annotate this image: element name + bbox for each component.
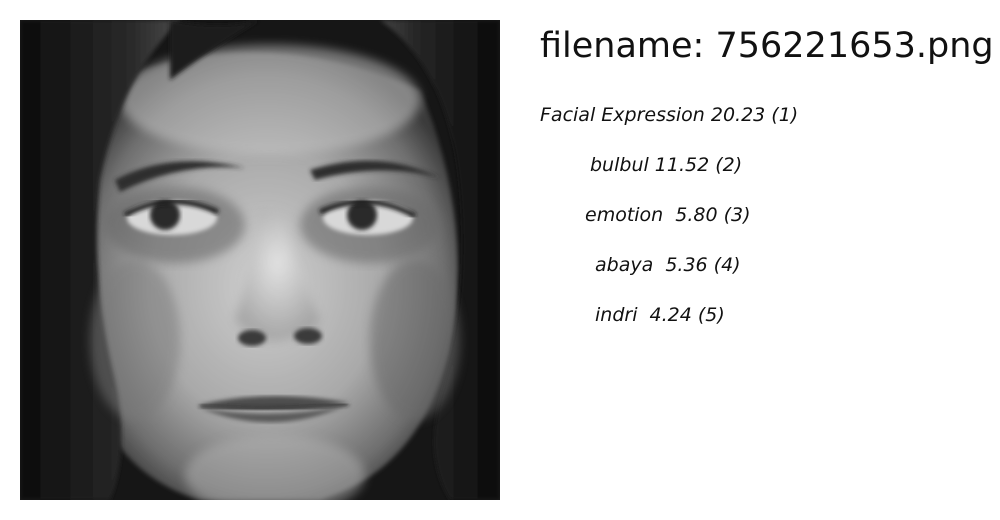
- prediction-4: abaya 5.36 (4): [595, 254, 741, 276]
- face-image: [20, 20, 500, 500]
- face-photo: [20, 20, 500, 500]
- prediction-2: bulbul 11.52 (2): [590, 154, 743, 176]
- prediction-5: indri 4.24 (5): [595, 304, 725, 326]
- prediction-1: Facial Expression 20.23 (1): [540, 104, 799, 126]
- prediction-3: emotion 5.80 (3): [585, 204, 751, 226]
- filename-label: filename: 756221653.png: [540, 26, 994, 66]
